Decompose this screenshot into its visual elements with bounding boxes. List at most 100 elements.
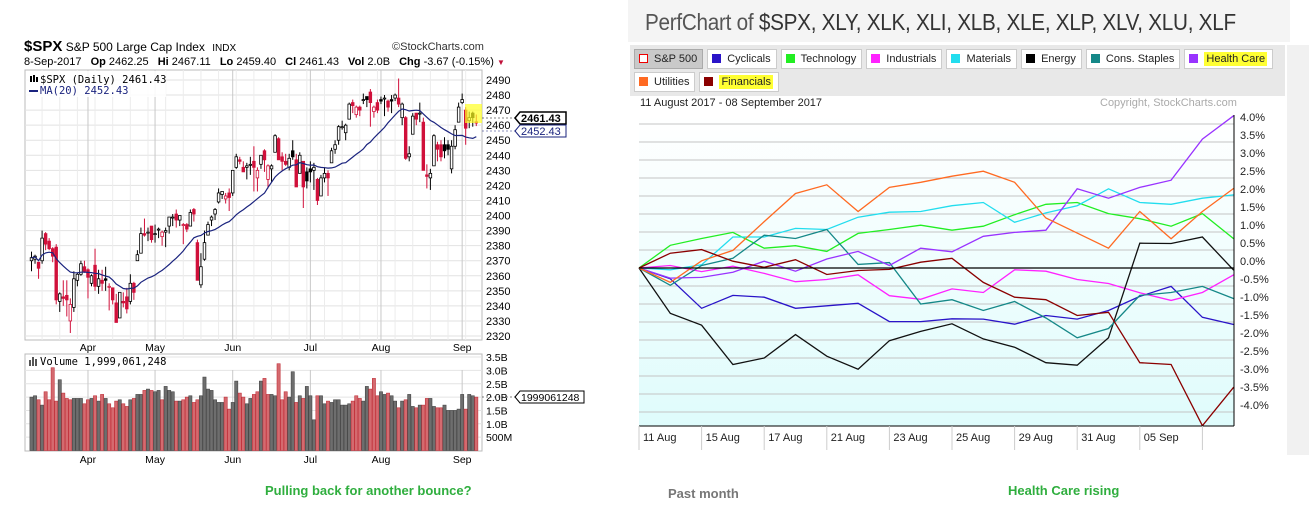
series-line-health-care — [638, 115, 1235, 279]
volume-bar — [170, 391, 175, 451]
series-line-cyclicals — [638, 267, 1234, 326]
perf-axis: 4.0% 3.5% 3.0% 2.5% 2.0% 1.5% 1.0% 0.5% 0.0% -0.5… — [638, 112, 1269, 450]
volume-bar — [347, 403, 352, 451]
volume-bar — [417, 404, 422, 451]
candle-body — [245, 165, 249, 168]
candle-body — [379, 99, 383, 102]
volume-bar — [290, 371, 295, 451]
candle-body — [86, 269, 90, 278]
candle-body — [167, 216, 171, 227]
price-tick-label: 2330 — [486, 316, 510, 328]
month-label: Sep — [453, 454, 472, 466]
candlestick-icon — [30, 75, 38, 82]
price-tick-label: 2420 — [486, 180, 510, 192]
legend-sp500[interactable]: S&P 500 — [634, 49, 704, 69]
volume-bar — [467, 394, 472, 451]
candle-body — [428, 172, 433, 179]
candle-body — [61, 296, 65, 299]
stockcharts-brand[interactable]: ©StockCharts.com — [392, 41, 484, 53]
volume-bar — [294, 402, 299, 451]
volume-bar — [149, 390, 154, 451]
candle-body — [308, 168, 313, 173]
legend-industrials[interactable]: Industrials — [866, 49, 943, 69]
month-label: Apr — [80, 454, 97, 466]
candle-body — [82, 266, 87, 272]
volume-bar — [322, 403, 327, 451]
volume-bar — [304, 386, 309, 451]
volume-bar — [326, 400, 330, 451]
candle-body — [43, 233, 48, 245]
volume-bar — [142, 390, 147, 451]
volume-bar — [259, 380, 263, 451]
price-grid — [25, 70, 482, 340]
quote-label-close: Cl — [285, 56, 297, 68]
perf-tick-label: 2.5% — [1240, 166, 1265, 178]
price-tick-label: 2460 — [486, 120, 510, 132]
perf-x-label: 15 Aug — [706, 432, 740, 444]
candle-body — [291, 150, 295, 158]
candle-body — [305, 171, 309, 182]
volume-tick-label: 500M — [486, 432, 512, 444]
volume-bar — [234, 380, 239, 451]
candle-body — [262, 150, 267, 161]
perf-chart: 4.0% 3.5% 3.0% 2.5% 2.0% 1.5% 1.0% 0.5% 0.0% -0.5… — [638, 112, 1269, 450]
volume-bars-icon — [29, 357, 37, 366]
volume-bar — [329, 402, 334, 451]
legend-utilities[interactable]: Utilities — [634, 72, 696, 92]
candle-body — [79, 263, 83, 275]
month-label: May — [145, 342, 166, 354]
series-line-materials — [638, 188, 1234, 271]
volume-bar — [368, 388, 373, 451]
candle-body — [238, 159, 242, 162]
legend-cons-staples[interactable]: Cons. Staples — [1085, 49, 1181, 69]
volume-bar — [29, 396, 34, 451]
candle-body — [234, 156, 238, 168]
volume-bar — [354, 395, 359, 451]
legend-swatch — [639, 77, 648, 86]
legend-financials[interactable]: Financials — [699, 72, 779, 92]
volume-bar — [96, 400, 101, 451]
legend-materials[interactable]: Materials — [946, 49, 1018, 69]
volume-bar — [414, 407, 419, 451]
volume-bar — [333, 399, 337, 451]
legend-swatch — [639, 54, 648, 63]
legend-health-care[interactable]: Health Care — [1184, 49, 1274, 69]
volume-bar — [357, 398, 362, 451]
price-tick-label: 2400 — [486, 211, 510, 223]
perf-x-label: 05 Sep — [1144, 432, 1179, 444]
candle-body — [336, 126, 341, 141]
legend-swatch — [871, 54, 881, 63]
legend-label: Cons. Staples — [1105, 53, 1175, 65]
volume-bar — [410, 406, 415, 451]
volume-bar — [33, 395, 37, 451]
candle-body — [47, 240, 51, 250]
candle-body — [163, 230, 168, 233]
price-tick-label: 2490 — [486, 75, 510, 87]
candle-body — [252, 160, 256, 168]
candle-body — [72, 278, 76, 308]
perf-tick-label: 2.0% — [1240, 184, 1265, 196]
candle-body — [75, 273, 80, 281]
volume-bars — [29, 363, 479, 451]
perfchart-legend: S&P 500 Cyclicals Technology Industrials… — [630, 45, 1285, 96]
candle-body — [220, 191, 224, 195]
legend-cyclicals[interactable]: Cyclicals — [707, 49, 777, 69]
volume-bar — [251, 394, 256, 451]
quote-low: 2459.40 — [236, 56, 277, 68]
perfchart-title-bar — [628, 0, 1290, 42]
month-labels-volume: Apr May Jun Jul Aug Sep — [80, 454, 472, 466]
legend-technology[interactable]: Technology — [780, 49, 863, 69]
ma-value-tag: 2452.43 — [482, 124, 567, 138]
candle-body — [185, 224, 189, 230]
candle-body — [294, 159, 298, 188]
month-label: Aug — [372, 342, 391, 354]
perf-tick-label: 1.5% — [1240, 202, 1265, 214]
volume-bar — [50, 367, 55, 451]
price-tick-label: 2450 — [486, 135, 510, 147]
volume-bar — [79, 398, 83, 451]
volume-bar — [177, 400, 182, 451]
last-price-tag: 2461.43 — [482, 111, 567, 125]
perf-tick-label: -3.5% — [1240, 382, 1269, 394]
legend-energy[interactable]: Energy — [1021, 49, 1082, 69]
